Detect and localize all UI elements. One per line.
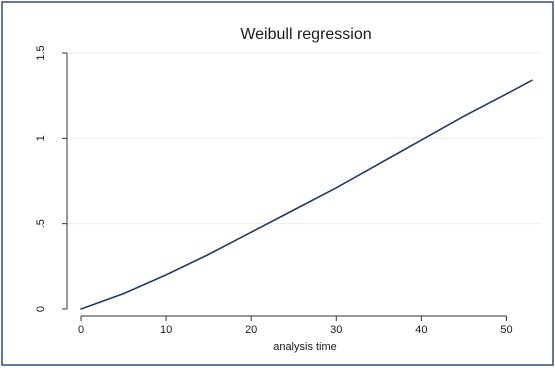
x-tick-label: 10 bbox=[160, 324, 172, 336]
ticks: 0 10 20 30 40 50 0 .5 1 1.5 bbox=[35, 45, 513, 336]
x-tick-label: 0 bbox=[78, 324, 84, 336]
y-tick-label: .5 bbox=[35, 219, 47, 228]
series-line bbox=[80, 79, 533, 310]
plot-area bbox=[68, 34, 541, 313]
x-tick-label: 30 bbox=[330, 324, 342, 336]
y-tick-label: 1 bbox=[35, 135, 47, 141]
gridlines bbox=[68, 52, 541, 225]
axes bbox=[66, 53, 507, 317]
y-tick-label: 0 bbox=[35, 306, 47, 312]
x-tick-label: 40 bbox=[415, 324, 427, 336]
x-axis-title: analysis time bbox=[273, 341, 337, 353]
y-tick-label: 1.5 bbox=[35, 45, 47, 60]
series-layer bbox=[80, 79, 533, 310]
x-tick-label: 50 bbox=[500, 324, 512, 336]
x-tick-label: 20 bbox=[245, 324, 257, 336]
chart-title: Weibull regression bbox=[240, 26, 371, 43]
